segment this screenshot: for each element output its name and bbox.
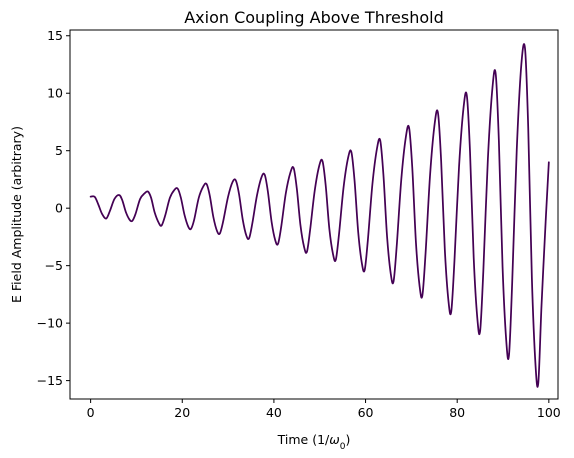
y-axis: −15 −10 −5 0 5 10 15 [37, 28, 70, 388]
x-tick-label: 20 [174, 405, 190, 420]
x-axis-label-end: ) [345, 432, 350, 447]
x-axis-label-main: Time (1/ [277, 432, 330, 447]
x-axis-label-symbol: ω [329, 432, 339, 447]
y-tick-label: −5 [45, 258, 63, 273]
plot-area [69, 29, 559, 400]
x-axis-label: Time (1/ω0) [277, 432, 351, 452]
y-axis-label: E Field Amplitude (arbitrary) [9, 126, 24, 303]
chart-title: Axion Coupling Above Threshold [184, 8, 444, 27]
y-tick-label: 15 [47, 28, 63, 43]
y-tick-label: 10 [47, 86, 63, 101]
y-tick-label: −10 [37, 316, 63, 331]
y-tick-label: 0 [55, 201, 63, 216]
x-axis-label-subscript: 0 [340, 442, 346, 452]
x-tick-label: 100 [537, 405, 561, 420]
y-tick-label: −15 [37, 373, 63, 388]
x-axis: 0 20 40 60 80 100 [87, 399, 561, 420]
y-tick-label: 5 [55, 143, 63, 158]
x-tick-label: 40 [266, 405, 282, 420]
series-line [89, 43, 550, 388]
x-tick-label: 0 [87, 405, 95, 420]
plot-frame [69, 29, 559, 400]
x-tick-label: 60 [358, 405, 374, 420]
x-tick-label: 80 [449, 405, 465, 420]
